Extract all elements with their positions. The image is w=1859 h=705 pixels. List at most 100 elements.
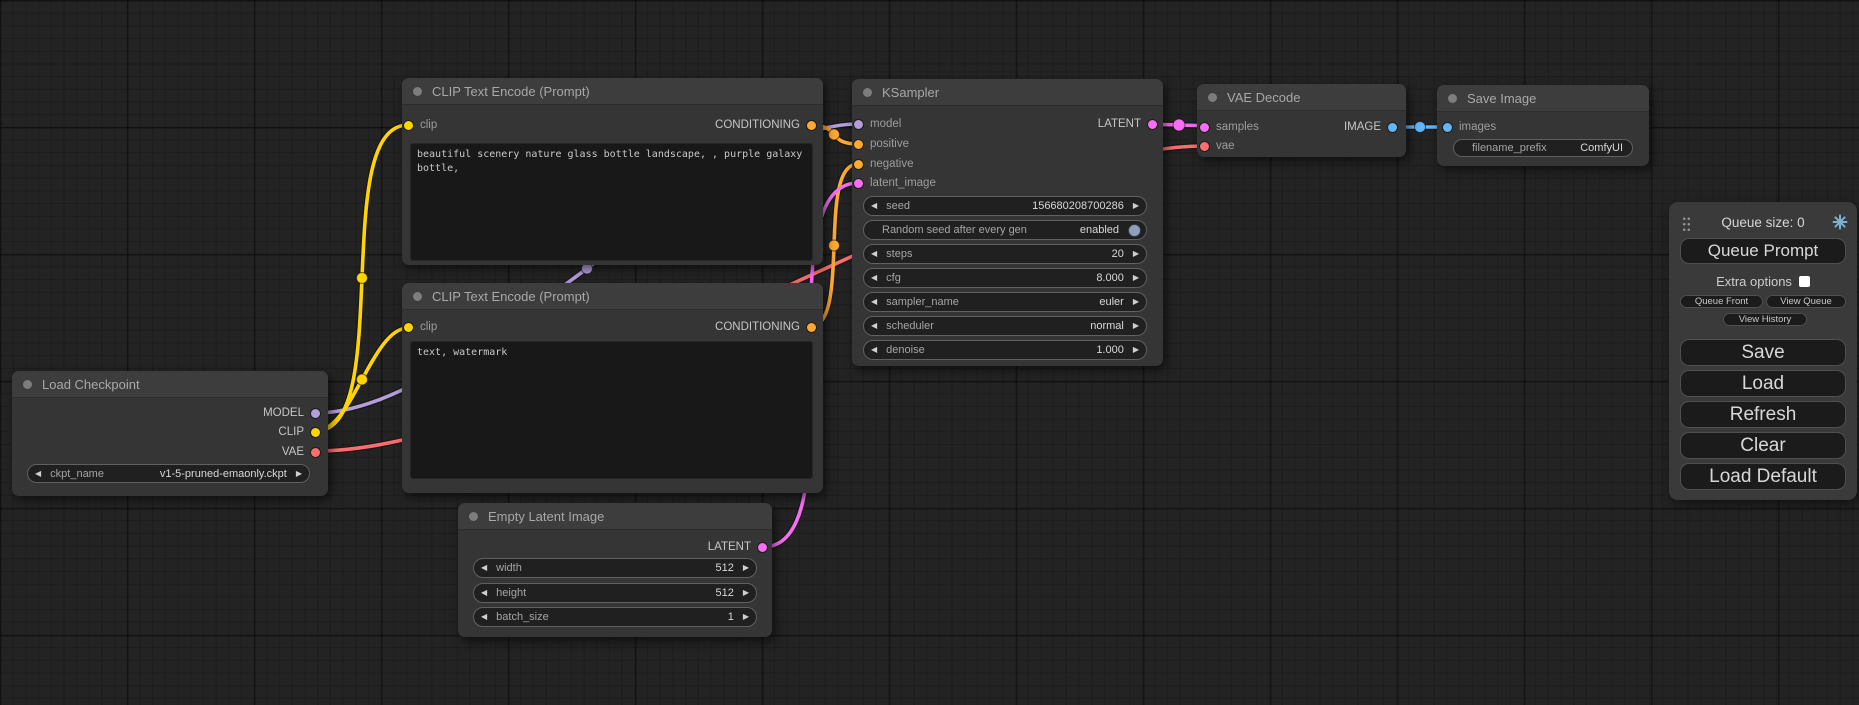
latent-port-icon[interactable] xyxy=(758,542,767,552)
drag-handle-icon[interactable] xyxy=(1682,216,1691,231)
prompt-textarea[interactable]: beautiful scenery nature glass bottle la… xyxy=(410,143,813,261)
increment-arrow-icon[interactable]: ▶ xyxy=(1132,321,1139,330)
image-port-icon[interactable] xyxy=(1388,122,1397,132)
save-button[interactable]: Save xyxy=(1680,339,1846,366)
clip-port-icon[interactable] xyxy=(311,427,320,437)
increment-arrow-icon[interactable]: ▶ xyxy=(295,468,302,478)
clip-port-icon[interactable] xyxy=(404,120,413,130)
input-port-latent-image[interactable]: latent_image xyxy=(854,176,936,190)
widget-cfg[interactable]: ◀ cfg 8.000 ▶ xyxy=(863,268,1147,288)
node-vae-decode[interactable]: VAE Decode samples vae IMAGE xyxy=(1197,84,1406,157)
widget-seed[interactable]: ◀ seed 156680208700286 ▶ xyxy=(863,196,1147,216)
output-port-model[interactable]: MODEL xyxy=(263,406,320,420)
vae-port-icon[interactable] xyxy=(1200,141,1209,151)
conditioning-port-icon[interactable] xyxy=(807,120,816,130)
widget-scheduler[interactable]: ◀ scheduler normal ▶ xyxy=(863,316,1147,336)
increment-arrow-icon[interactable]: ▶ xyxy=(1132,297,1139,306)
input-port-model[interactable]: model xyxy=(854,117,901,131)
increment-arrow-icon[interactable]: ▶ xyxy=(1132,273,1139,282)
output-port-clip[interactable]: CLIP xyxy=(278,425,320,439)
output-port-image[interactable]: IMAGE xyxy=(1344,120,1397,134)
decrement-arrow-icon[interactable]: ◀ xyxy=(871,345,878,354)
decrement-arrow-icon[interactable]: ◀ xyxy=(481,588,488,597)
model-port-icon[interactable] xyxy=(311,408,320,418)
widget-denoise[interactable]: ◀ denoise 1.000 ▶ xyxy=(863,340,1147,360)
input-port-vae[interactable]: vae xyxy=(1200,139,1235,153)
input-port-clip[interactable]: clip xyxy=(404,118,437,132)
clip-port-icon[interactable] xyxy=(404,322,413,332)
node-title-bar[interactable]: Save Image xyxy=(1437,85,1649,112)
decrement-arrow-icon[interactable]: ◀ xyxy=(871,273,878,282)
collapse-dot-icon[interactable] xyxy=(413,291,422,301)
decrement-arrow-icon[interactable]: ◀ xyxy=(871,297,878,306)
collapse-dot-icon[interactable] xyxy=(1448,93,1457,103)
widget-width[interactable]: ◀ width 512 ▶ xyxy=(473,558,757,578)
decrement-arrow-icon[interactable]: ◀ xyxy=(35,468,42,478)
widget-ckpt-name[interactable]: ◀ ckpt_name v1-5-pruned-emaonly.ckpt ▶ xyxy=(27,464,310,483)
node-ksampler[interactable]: KSampler model positive negative latent_… xyxy=(852,79,1163,366)
extra-options-checkbox[interactable] xyxy=(1798,276,1810,287)
collapse-dot-icon[interactable] xyxy=(23,379,32,389)
widget-random-seed-toggle[interactable]: Random seed after every gen enabled xyxy=(863,220,1147,240)
toggle-knob-icon[interactable] xyxy=(1128,223,1141,237)
collapse-dot-icon[interactable] xyxy=(469,511,478,521)
increment-arrow-icon[interactable]: ▶ xyxy=(1132,201,1139,210)
input-port-clip[interactable]: clip xyxy=(404,320,437,334)
increment-arrow-icon[interactable]: ▶ xyxy=(742,612,749,621)
collapse-dot-icon[interactable] xyxy=(413,86,422,96)
queue-front-button[interactable]: Queue Front xyxy=(1680,295,1763,308)
output-port-conditioning[interactable]: CONDITIONING xyxy=(715,320,816,334)
latent-port-icon[interactable] xyxy=(1148,119,1157,129)
node-title-bar[interactable]: Load Checkpoint xyxy=(12,371,328,398)
load-default-button[interactable]: Load Default xyxy=(1680,463,1846,490)
collapse-dot-icon[interactable] xyxy=(863,87,872,97)
queue-prompt-button[interactable]: Queue Prompt xyxy=(1680,238,1846,264)
prompt-textarea[interactable]: text, watermark xyxy=(410,341,813,479)
refresh-button[interactable]: Refresh xyxy=(1680,401,1846,428)
node-title-bar[interactable]: VAE Decode xyxy=(1197,84,1406,111)
node-title-bar[interactable]: CLIP Text Encode (Prompt) xyxy=(402,78,823,105)
node-title-bar[interactable]: KSampler xyxy=(852,79,1163,106)
input-port-positive[interactable]: positive xyxy=(854,137,909,151)
decrement-arrow-icon[interactable]: ◀ xyxy=(871,201,878,210)
latent-port-icon[interactable] xyxy=(854,178,863,188)
clear-button[interactable]: Clear xyxy=(1680,432,1846,459)
conditioning-port-icon[interactable] xyxy=(854,139,863,149)
input-port-negative[interactable]: negative xyxy=(854,157,913,171)
input-port-images[interactable]: images xyxy=(1443,120,1496,134)
output-port-latent[interactable]: LATENT xyxy=(1098,117,1157,131)
increment-arrow-icon[interactable]: ▶ xyxy=(1132,249,1139,258)
image-port-icon[interactable] xyxy=(1443,122,1452,132)
conditioning-port-icon[interactable] xyxy=(807,322,816,332)
settings-gear-icon[interactable] xyxy=(1832,214,1848,230)
conditioning-port-icon[interactable] xyxy=(854,159,863,169)
widget-height[interactable]: ◀ height 512 ▶ xyxy=(473,583,757,603)
output-port-conditioning[interactable]: CONDITIONING xyxy=(715,118,816,132)
increment-arrow-icon[interactable]: ▶ xyxy=(742,563,749,572)
increment-arrow-icon[interactable]: ▶ xyxy=(1132,345,1139,354)
node-load-checkpoint[interactable]: Load Checkpoint MODEL CLIP VAE ◀ ckpt_na… xyxy=(12,371,328,496)
output-port-vae[interactable]: VAE xyxy=(282,445,320,459)
decrement-arrow-icon[interactable]: ◀ xyxy=(481,563,488,572)
increment-arrow-icon[interactable]: ▶ xyxy=(742,588,749,597)
decrement-arrow-icon[interactable]: ◀ xyxy=(871,249,878,258)
node-save-image[interactable]: Save Image images filename_prefix ComfyU… xyxy=(1437,85,1649,166)
widget-batch-size[interactable]: ◀ batch_size 1 ▶ xyxy=(473,607,757,627)
latent-port-icon[interactable] xyxy=(1200,122,1209,132)
node-clip-text-encode-positive[interactable]: CLIP Text Encode (Prompt) clip CONDITION… xyxy=(402,78,823,265)
view-history-button[interactable]: View History xyxy=(1723,313,1807,326)
vae-port-icon[interactable] xyxy=(311,447,320,457)
widget-sampler-name[interactable]: ◀ sampler_name euler ▶ xyxy=(863,292,1147,312)
decrement-arrow-icon[interactable]: ◀ xyxy=(871,321,878,330)
node-title-bar[interactable]: Empty Latent Image xyxy=(458,503,772,530)
widget-filename-prefix[interactable]: filename_prefix ComfyUI xyxy=(1453,139,1633,157)
decrement-arrow-icon[interactable]: ◀ xyxy=(481,612,488,621)
node-empty-latent-image[interactable]: Empty Latent Image LATENT ◀ width 512 ▶ … xyxy=(458,503,772,637)
collapse-dot-icon[interactable] xyxy=(1208,92,1217,102)
output-port-latent[interactable]: LATENT xyxy=(708,540,767,554)
model-port-icon[interactable] xyxy=(854,119,863,129)
node-clip-text-encode-negative[interactable]: CLIP Text Encode (Prompt) clip CONDITION… xyxy=(402,283,823,493)
view-queue-button[interactable]: View Queue xyxy=(1766,295,1846,308)
node-title-bar[interactable]: CLIP Text Encode (Prompt) xyxy=(402,283,823,310)
